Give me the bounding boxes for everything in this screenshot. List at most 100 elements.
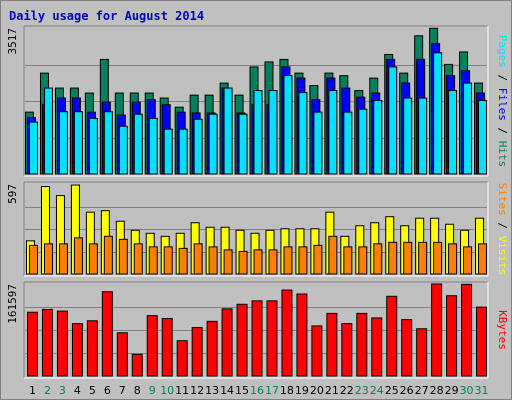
bar-kbytes-day-24 xyxy=(371,317,383,377)
panel-0-legend: Pages / Files / Hits xyxy=(496,35,509,168)
x-tick-label-day-19: 19 xyxy=(295,384,309,397)
bar-pages-day-15 xyxy=(238,113,248,175)
x-tick-label-day-2: 2 xyxy=(44,384,51,397)
x-tick-label-day-20: 20 xyxy=(310,384,324,397)
legend-entry-files: Files xyxy=(496,88,509,121)
bar-pages-day-20 xyxy=(313,111,323,175)
panel-1-ymax-label: 597 xyxy=(6,184,19,204)
bar-kbytes-day-21 xyxy=(326,312,338,377)
bar-pages-day-6 xyxy=(103,111,113,175)
bar-kbytes-day-25 xyxy=(386,295,398,377)
bar-pages-day-13 xyxy=(208,113,218,175)
bar-sites-day-26 xyxy=(403,241,413,275)
bar-kbytes-day-15 xyxy=(236,303,248,377)
bar-kbytes-day-28 xyxy=(431,283,443,377)
bar-pages-day-4 xyxy=(73,111,83,175)
x-tick-label-day-5: 5 xyxy=(89,384,96,397)
bar-pages-day-27 xyxy=(418,97,428,175)
bar-pages-day-1 xyxy=(29,121,38,175)
x-tick-label-day-9: 9 xyxy=(149,384,156,397)
bar-kbytes-day-7 xyxy=(116,332,128,377)
bar-pages-day-16 xyxy=(253,90,263,175)
x-tick-label-day-24: 24 xyxy=(370,384,384,397)
bar-sites-day-19 xyxy=(298,246,308,275)
bar-sites-day-2 xyxy=(43,243,53,275)
panel-2-ymax-label: 161597 xyxy=(6,284,19,324)
bar-pages-day-24 xyxy=(373,100,383,175)
bar-pages-day-26 xyxy=(403,97,413,175)
x-tick-label-day-17: 17 xyxy=(265,384,279,397)
x-tick-label-day-6: 6 xyxy=(104,384,111,397)
bar-pages-day-10 xyxy=(163,128,173,175)
bar-kbytes-day-23 xyxy=(356,312,368,377)
bar-kbytes-day-5 xyxy=(86,320,98,377)
bar-pages-day-14 xyxy=(223,87,233,175)
panel-2-legend: KBytes xyxy=(496,310,509,350)
bar-sites-day-22 xyxy=(343,246,353,275)
bar-sites-day-4 xyxy=(73,237,83,275)
bar-sites-day-14 xyxy=(223,249,233,275)
bar-pages-day-8 xyxy=(133,113,143,175)
bar-kbytes-day-11 xyxy=(176,340,188,377)
bar-pages-day-22 xyxy=(343,111,353,175)
bar-sites-day-11 xyxy=(178,247,188,275)
bar-kbytes-day-6 xyxy=(101,291,113,377)
x-tick-label-day-23: 23 xyxy=(355,384,369,397)
bar-pages-day-7 xyxy=(118,125,128,175)
x-tick-label-day-15: 15 xyxy=(235,384,249,397)
bar-kbytes-day-22 xyxy=(341,323,353,377)
bar-kbytes-day-4 xyxy=(71,323,83,377)
x-tick-label-day-8: 8 xyxy=(134,384,141,397)
x-tick-label-day-7: 7 xyxy=(119,384,126,397)
bar-sites-day-28 xyxy=(433,241,443,275)
legend-separator: / xyxy=(496,68,509,88)
bar-kbytes-day-27 xyxy=(416,328,428,377)
legend-separator: / xyxy=(496,121,509,141)
bar-kbytes-day-30 xyxy=(461,283,473,377)
bar-pages-day-2 xyxy=(43,87,53,175)
bar-pages-day-29 xyxy=(448,90,458,175)
bar-sites-day-13 xyxy=(208,246,218,275)
bar-sites-day-12 xyxy=(193,243,203,275)
bar-sites-day-23 xyxy=(358,246,368,275)
x-tick-label-day-4: 4 xyxy=(74,384,81,397)
x-tick-label-day-1: 1 xyxy=(29,384,36,397)
bar-sites-day-24 xyxy=(373,243,383,275)
bar-pages-day-12 xyxy=(193,118,203,175)
bar-pages-day-9 xyxy=(148,117,158,175)
bar-sites-day-15 xyxy=(238,250,248,275)
bar-sites-day-3 xyxy=(58,243,68,275)
bar-pages-day-30 xyxy=(463,82,473,175)
bar-sites-day-5 xyxy=(88,243,98,275)
bar-sites-day-7 xyxy=(118,238,128,275)
x-tick-label-day-25: 25 xyxy=(385,384,399,397)
bar-kbytes-day-13 xyxy=(206,320,218,377)
bar-pages-day-11 xyxy=(178,128,188,175)
bar-kbytes-day-10 xyxy=(161,317,173,377)
bar-sites-day-16 xyxy=(253,249,263,275)
bar-kbytes-day-20 xyxy=(311,325,323,377)
x-tick-label-day-14: 14 xyxy=(220,384,234,397)
bar-kbytes-day-1 xyxy=(27,311,38,377)
bar-kbytes-day-3 xyxy=(56,310,68,377)
x-tick-label-day-28: 28 xyxy=(430,384,444,397)
x-tick-label-day-22: 22 xyxy=(340,384,354,397)
bar-pages-day-28 xyxy=(433,52,443,175)
bar-kbytes-day-12 xyxy=(191,327,203,377)
bar-pages-day-18 xyxy=(283,75,293,175)
x-tick-label-day-13: 13 xyxy=(205,384,219,397)
bar-sites-day-8 xyxy=(133,243,143,275)
bar-sites-day-17 xyxy=(268,249,278,275)
bar-pages-day-21 xyxy=(328,90,338,175)
bar-sites-day-9 xyxy=(148,246,158,275)
legend-entry-hits: Hits xyxy=(496,141,509,168)
legend-entry-pages: Pages xyxy=(496,35,509,68)
bar-kbytes-day-29 xyxy=(446,295,458,377)
bar-kbytes-day-31 xyxy=(476,306,488,377)
bar-kbytes-day-14 xyxy=(221,308,233,377)
legend-entry-kbytes: KBytes xyxy=(496,310,509,350)
bar-sites-day-27 xyxy=(418,241,428,275)
bar-sites-day-21 xyxy=(328,235,338,275)
bar-kbytes-day-19 xyxy=(296,293,308,377)
